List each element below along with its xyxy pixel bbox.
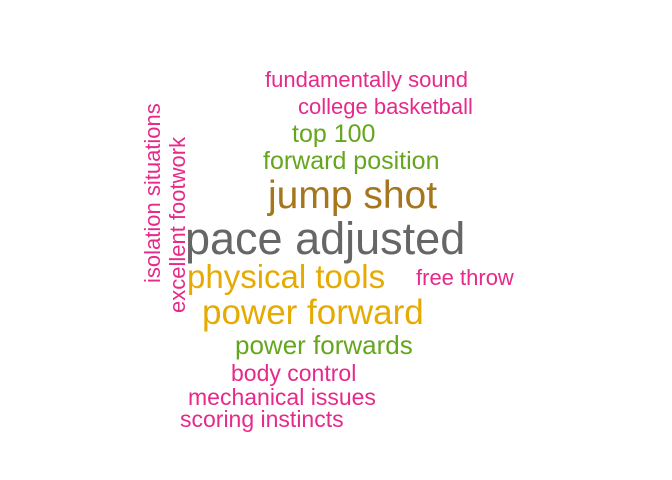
word-excellent-footwork: excellent footwork (165, 136, 190, 313)
word-body-control: body control (231, 360, 357, 386)
word-top-100: top 100 (292, 120, 376, 148)
word-isolation-situations: isolation situations (140, 103, 165, 283)
word-jump-shot: jump shot (268, 174, 438, 217)
word-physical-tools: physical tools (187, 258, 386, 295)
word-scoring-instincts: scoring instincts (180, 406, 344, 432)
word-forward-position: forward position (263, 147, 440, 175)
word-mechanical-issues: mechanical issues (188, 384, 376, 410)
word-power-forwards: power forwards (235, 330, 413, 360)
word-college-basketball: college basketball (298, 94, 473, 119)
word-free-throw: free throw (416, 265, 514, 290)
word-power-forward: power forward (202, 293, 424, 332)
word-pace-adjusted: pace adjusted (185, 213, 466, 264)
word-fundamentally-sound: fundamentally sound (265, 67, 469, 92)
